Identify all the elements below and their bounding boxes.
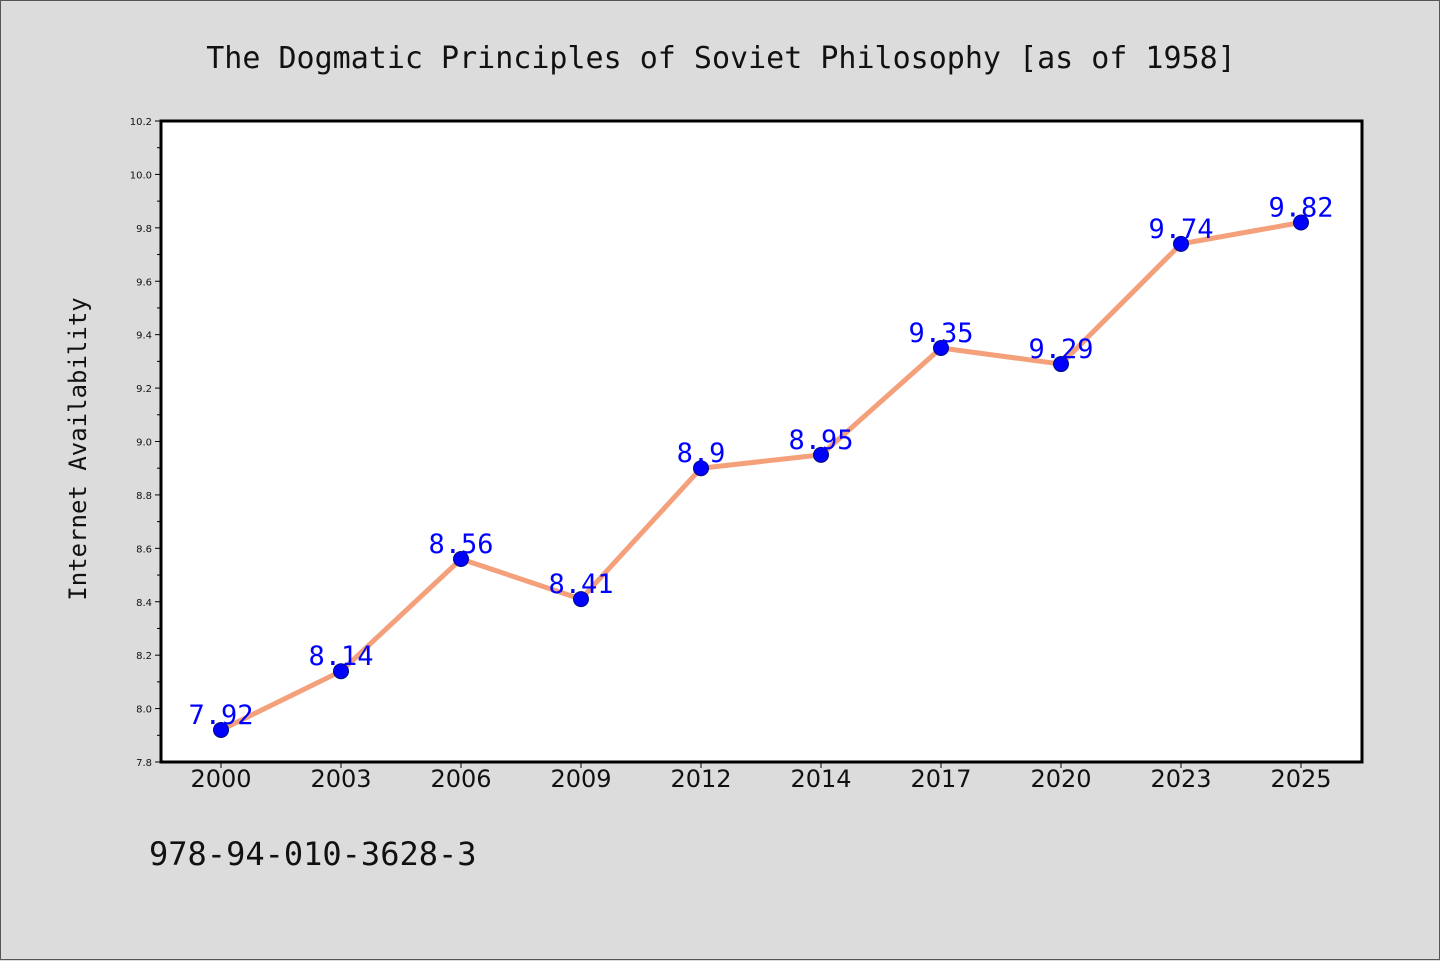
chart-title: The Dogmatic Principles of Soviet Philos… (206, 41, 1236, 76)
x-tick-label: 2000 (190, 765, 251, 793)
data-point-marker (1173, 235, 1189, 252)
data-point-marker (933, 340, 949, 357)
y-axis: 7.8 8.0 8.2 8.4 8.6 8.8 9.0 9.2 9.4 9.6 9.8 10.0 10.… (130, 117, 161, 769)
data-point-label: 9.82 (1268, 192, 1333, 223)
data-point-label: 7.92 (188, 700, 253, 731)
x-tick-label: 2017 (910, 765, 971, 793)
y-tick-label: 8.2 (136, 651, 152, 662)
data-point-marker (1053, 356, 1069, 373)
x-tick-label: 2012 (670, 765, 731, 793)
data-labels: 7.92 8.14 8.56 8.41 8.9 8.95 9.35 9.29 9.74 9.82 (188, 192, 1333, 730)
data-point-label: 8.56 (428, 529, 493, 560)
data-point-label: 9.74 (1148, 214, 1213, 245)
y-tick-label: 8.0 (136, 705, 152, 716)
y-tick-label: 9.2 (136, 384, 152, 395)
isbn-text: 978-94-010-3628-3 (149, 835, 477, 873)
data-point-marker (693, 460, 709, 477)
x-axis: 2000 2003 2006 2009 2012 2014 2017 2020 2023 2025 (190, 762, 1332, 793)
data-point-label: 8.41 (548, 569, 613, 600)
x-tick-label: 2020 (1030, 765, 1091, 793)
x-tick-label: 2006 (430, 765, 491, 793)
y-tick-label: 7.8 (136, 758, 152, 769)
data-point-marker (813, 446, 829, 463)
y-axis-label: Internet Availability (64, 297, 92, 600)
data-point-label: 9.29 (1028, 334, 1093, 365)
data-markers (213, 214, 1309, 738)
y-tick-label: 9.6 (136, 277, 152, 288)
y-tick-label: 9.8 (136, 224, 152, 235)
data-point-marker (1293, 214, 1309, 231)
y-tick-label: 9.4 (136, 331, 152, 342)
x-tick-label: 2025 (1270, 765, 1331, 793)
data-point-marker (333, 663, 349, 680)
data-point-label: 8.95 (788, 425, 853, 456)
y-tick-label: 8.8 (136, 491, 152, 502)
x-tick-label: 2003 (310, 765, 371, 793)
series-line (219, 220, 1302, 733)
data-point-marker (453, 551, 469, 568)
y-tick-label: 10.2 (130, 117, 152, 128)
y-tick-label: 10.0 (130, 170, 152, 181)
y-tick-label: 8.4 (136, 598, 152, 609)
x-tick-label: 2009 (550, 765, 611, 793)
data-point-marker (573, 591, 589, 608)
x-tick-label: 2023 (1150, 765, 1211, 793)
data-point-label: 9.35 (908, 318, 973, 349)
data-point-label: 8.9 (677, 438, 726, 469)
y-tick-label: 9.0 (136, 438, 152, 449)
data-point-marker (213, 721, 229, 738)
data-point-label: 8.14 (308, 641, 373, 672)
x-tick-label: 2014 (790, 765, 851, 793)
y-tick-label: 8.6 (136, 544, 152, 555)
